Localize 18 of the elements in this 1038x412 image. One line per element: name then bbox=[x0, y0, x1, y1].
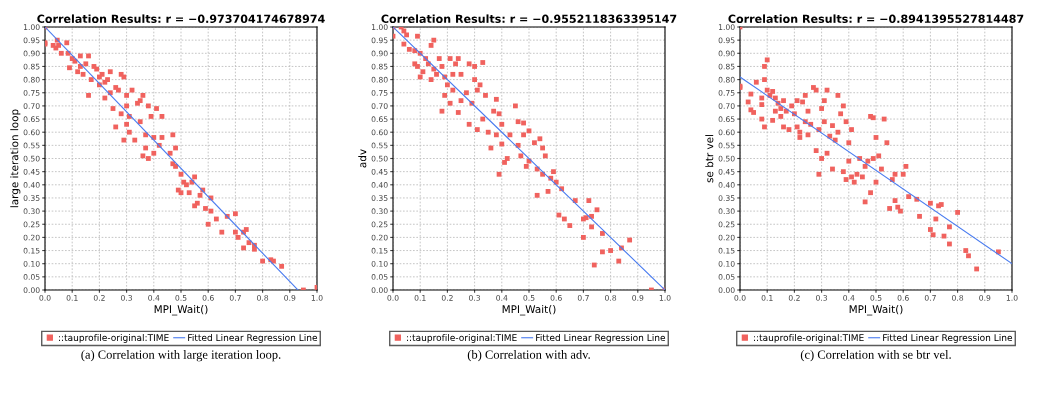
chart-title: Correlation Results: r = −0.9552118363395147 bbox=[381, 14, 677, 23]
y-axis-title: se btr vel bbox=[705, 135, 714, 183]
x-axis-title: MPI_Wait() bbox=[154, 305, 208, 316]
chart-title: Correlation Results: r = −0.8941395527814487 bbox=[728, 14, 1024, 23]
legend-label: ::tauprofile-original:TIME bbox=[59, 334, 169, 343]
legend-label: Fitted Linear Regression Line bbox=[188, 334, 318, 343]
legend-label: Fitted Linear Regression Line bbox=[883, 334, 1013, 343]
y-axis-title: large iteration loop bbox=[10, 109, 21, 208]
legend-label: Fitted Linear Regression Line bbox=[536, 334, 666, 343]
legend-label: ::tauprofile-original:TIME bbox=[754, 334, 864, 343]
text: (b) Correlation with adv. bbox=[467, 350, 590, 362]
legend-label: ::tauprofile-original:TIME bbox=[407, 334, 517, 343]
text: (a) Correlation with large iteration loop. bbox=[81, 350, 281, 362]
y-axis-title: adv bbox=[358, 149, 367, 168]
x-axis-title: MPI_Wait() bbox=[849, 305, 903, 316]
x-axis-title: MPI_Wait() bbox=[502, 305, 556, 316]
text: (c) Correlation with se btr vel. bbox=[800, 350, 951, 362]
chart-title: Correlation Results: r = −0.973704174678974 bbox=[37, 14, 325, 23]
